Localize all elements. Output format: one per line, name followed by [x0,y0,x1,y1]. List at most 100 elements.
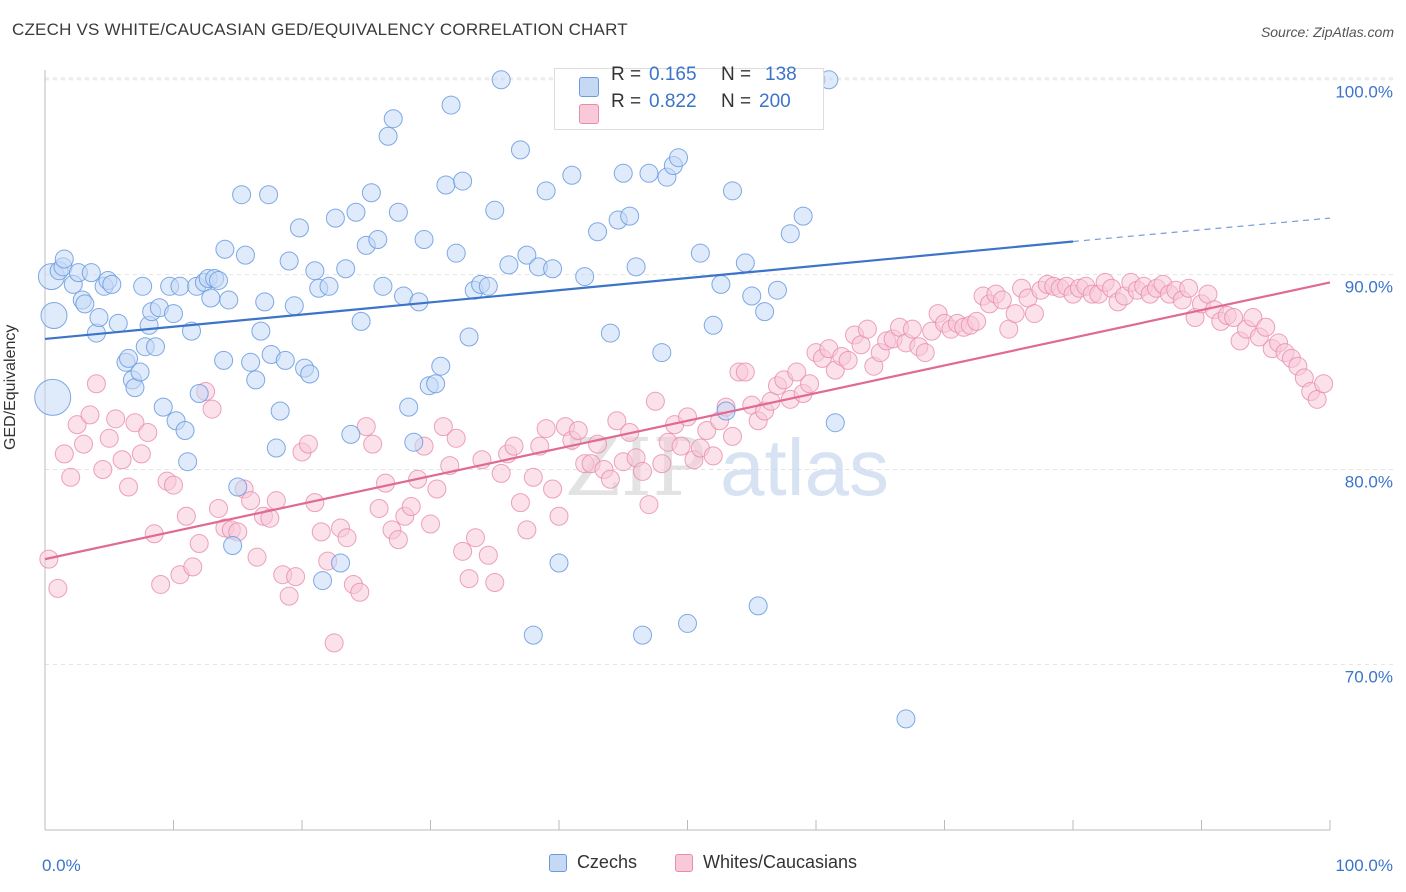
data-point-czechs [896,709,916,729]
data-point-whites [74,434,94,454]
data-point-czechs [319,276,339,296]
data-point-whites [697,421,717,441]
data-point-whites [286,567,306,587]
data-point-whites [735,362,755,382]
data-point-czechs [313,571,333,591]
data-point-whites [639,495,659,515]
data-point-czechs [54,249,74,269]
data-point-whites [208,498,228,518]
data-point-czechs [549,553,569,573]
data-point-whites [298,434,318,454]
data-point-whites [202,399,222,419]
data-point-whites [600,469,620,489]
data-point-czechs [722,181,742,201]
series-whites-points [39,272,1334,653]
data-point-whites [510,493,530,513]
trend-lines [44,217,1331,561]
data-point-whites [388,530,408,550]
data-point-whites [93,459,113,479]
legend-label-whites: Whites/Caucasians [702,852,858,872]
data-point-whites [54,444,74,464]
data-point-czechs [441,95,461,115]
data-point-whites [1024,304,1044,324]
data-point-czechs [34,378,72,416]
legend-swatch-whites [674,853,693,872]
data-point-whites [125,413,145,433]
data-point-whites [902,319,922,339]
czech-n-value: 138 [765,64,797,85]
data-point-czechs [678,613,697,633]
data-point-czechs [436,175,456,195]
legend-item-czechs[interactable]: Czechs [548,852,637,873]
data-point-czechs [478,276,498,296]
data-point-whites [504,436,524,456]
data-point-whites [433,417,453,437]
data-point-czechs [146,337,166,357]
data-point-czechs [373,276,393,296]
data-point-czechs [510,140,530,160]
white-n-label: N = [721,91,752,112]
data-point-czechs [485,200,505,220]
data-point-whites [478,545,498,565]
czech-r-value: 0.165 [649,64,697,85]
data-point-czechs [793,206,813,226]
data-point-whites [112,450,132,470]
data-point-czechs [130,362,150,382]
data-point-czechs [266,438,286,458]
data-point-whites [427,479,447,499]
data-point-whites [311,522,331,542]
legend-item-whites[interactable]: Whites/Caucasians [674,852,858,873]
data-point-czechs [562,165,582,185]
data-point-whites [119,477,139,497]
data-point-czechs [75,294,95,314]
data-point-czechs [825,413,845,433]
data-point-czechs [181,321,201,341]
data-point-czechs [404,432,424,452]
data-point-whites [131,444,151,464]
data-point-czechs [102,274,122,294]
data-point-czechs [108,313,128,333]
watermark-atlas: atlas [720,423,889,512]
data-point-czechs [189,383,209,403]
data-point-czechs [246,370,266,390]
data-point-whites [543,479,563,499]
data-point-czechs [119,348,139,368]
data-point-whites [164,475,183,495]
y-tick-label: 80.0% [1345,472,1393,491]
data-point-czechs [575,267,595,287]
data-point-whites [857,319,877,339]
trend-line-czechs [44,240,1074,341]
data-point-whites [992,290,1012,310]
data-point-czechs [588,222,608,242]
data-point-whites [446,428,466,448]
data-point-czechs [251,321,271,341]
trend-line-czechs-extension [1072,217,1331,243]
white-r-value: 0.822 [649,91,697,112]
data-point-czechs [459,327,479,347]
data-point-czechs [780,224,800,244]
data-point-czechs [669,148,689,168]
data-point-whites [703,446,723,466]
data-point-czechs [543,259,563,279]
data-point-whites [324,633,344,653]
data-point-whites [67,415,87,435]
legend-label-czechs: Czechs [576,852,637,872]
data-point-czechs [178,452,198,472]
data-point-czechs [279,251,299,271]
data-point-czechs [219,290,239,310]
data-point-czechs [742,286,762,306]
czech-swatch [579,77,599,97]
data-point-whites [453,541,473,561]
data-point-czechs [378,126,398,146]
data-point-czechs [626,257,646,277]
data-point-whites [465,528,485,548]
data-point-whites [491,463,511,483]
data-point-whites [48,578,68,598]
data-point-whites [279,586,299,606]
data-point-whites [241,491,261,511]
data-point-czechs [639,163,659,183]
data-point-czechs [767,280,787,300]
data-point-whites [485,573,505,593]
data-point-whites [838,350,858,370]
